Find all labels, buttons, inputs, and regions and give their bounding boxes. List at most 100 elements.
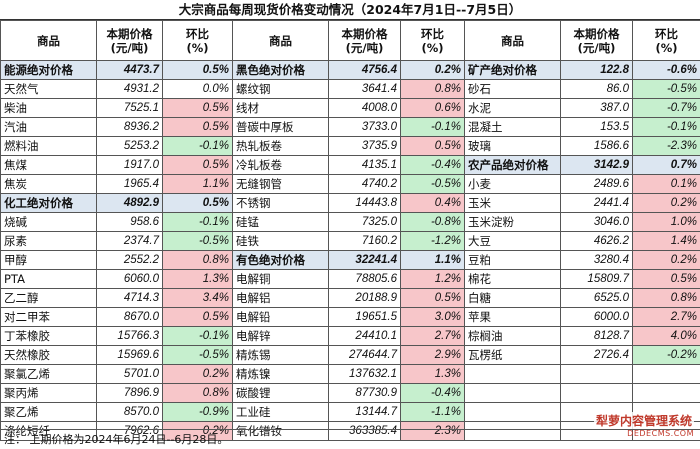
change-percent — [633, 384, 700, 403]
commodity-name: 苹果 — [465, 308, 561, 327]
commodity-name: 乙二醇 — [1, 289, 97, 308]
header-change-line2: (%) — [655, 41, 677, 55]
header-change-line1: 环比 — [186, 27, 209, 41]
change-percent: 0.2% — [163, 365, 233, 384]
price-value: 6525.0 — [561, 289, 633, 308]
change-percent: -0.5% — [401, 175, 465, 194]
change-percent: 0.2% — [401, 61, 465, 80]
commodity-name: 线材 — [233, 99, 329, 118]
change-percent: 1.2% — [401, 270, 465, 289]
header-row: 商品 本期价格(元/吨) 环比(%) 商品 本期价格(元/吨) 环比(%) 商品… — [1, 21, 700, 61]
price-value: 1917.0 — [97, 156, 163, 175]
header-price: 本期价格(元/吨) — [97, 21, 163, 61]
price-value — [561, 384, 633, 403]
watermark-text: 犁萝内容管理系统 — [594, 412, 694, 429]
price-value: 4473.7 — [97, 61, 163, 80]
change-percent: -0.9% — [163, 403, 233, 422]
change-percent: -0.4% — [401, 156, 465, 175]
price-value: 20188.9 — [329, 289, 401, 308]
price-value: 3142.9 — [561, 156, 633, 175]
price-value: 15809.7 — [561, 270, 633, 289]
price-value: 137632.1 — [329, 365, 401, 384]
header-change: 环比(%) — [401, 21, 465, 61]
price-table: 商品 本期价格(元/吨) 环比(%) 商品 本期价格(元/吨) 环比(%) 商品… — [0, 20, 700, 441]
change-percent: 1.3% — [163, 270, 233, 289]
page-title: 大宗商品每周现货价格变动情况（2024年7月1日--7月5日） — [0, 0, 700, 20]
change-percent: 3.0% — [401, 308, 465, 327]
header-commodity: 商品 — [1, 21, 97, 61]
commodity-name: 柴油 — [1, 99, 97, 118]
change-percent: 1.1% — [163, 175, 233, 194]
price-value: 24410.1 — [329, 327, 401, 346]
footnote: 注： 上期价格为2024年6月24日--6月28日。 — [0, 429, 700, 448]
price-value: 1965.4 — [97, 175, 163, 194]
commodity-name: 大豆 — [465, 232, 561, 251]
change-percent: -1.1% — [401, 403, 465, 422]
header-change-line1: 环比 — [421, 27, 444, 41]
commodity-name: 水泥 — [465, 99, 561, 118]
commodity-name: 丁苯橡胶 — [1, 327, 97, 346]
commodity-name: 冷轧板卷 — [233, 156, 329, 175]
commodity-name: 无缝钢管 — [233, 175, 329, 194]
change-percent: 0.7% — [633, 156, 700, 175]
change-percent: 0.5% — [401, 137, 465, 156]
change-percent: -0.1% — [163, 213, 233, 232]
price-value: 5701.0 — [97, 365, 163, 384]
change-percent: -0.6% — [633, 61, 700, 80]
price-value: 4135.1 — [329, 156, 401, 175]
price-value: 5253.2 — [97, 137, 163, 156]
change-percent: -0.5% — [163, 346, 233, 365]
price-value: 8570.0 — [97, 403, 163, 422]
price-value: 2726.4 — [561, 346, 633, 365]
commodity-name: 普碳中厚板 — [233, 118, 329, 137]
commodity-name: 电解锌 — [233, 327, 329, 346]
change-percent: 0.5% — [163, 99, 233, 118]
price-value — [561, 365, 633, 384]
change-percent: 0.5% — [163, 118, 233, 137]
price-value: 1586.6 — [561, 137, 633, 156]
price-value: 8128.7 — [561, 327, 633, 346]
price-value: 78805.6 — [329, 270, 401, 289]
commodity-name: 砂石 — [465, 80, 561, 99]
header-price-line1: 本期价格 — [574, 27, 620, 41]
change-percent: 1.4% — [633, 232, 700, 251]
commodity-name: 聚丙烯 — [1, 384, 97, 403]
price-value: 2441.4 — [561, 194, 633, 213]
price-value: 387.0 — [561, 99, 633, 118]
change-percent: 0.4% — [401, 194, 465, 213]
header-price-line2: (元/吨) — [578, 41, 616, 55]
price-value: 2552.2 — [97, 251, 163, 270]
header-price-line1: 本期价格 — [342, 27, 388, 41]
price-value: 274644.7 — [329, 346, 401, 365]
change-percent: -2.3% — [633, 137, 700, 156]
price-value: 4756.4 — [329, 61, 401, 80]
commodity-name: 燃料油 — [1, 137, 97, 156]
change-percent: 0.5% — [163, 61, 233, 80]
commodity-name — [465, 403, 561, 422]
commodity-name: 棕榈油 — [465, 327, 561, 346]
commodity-name: 精炼锡 — [233, 346, 329, 365]
commodity-name: 尿素 — [1, 232, 97, 251]
change-percent: -0.8% — [401, 213, 465, 232]
price-value: 3733.0 — [329, 118, 401, 137]
header-price: 本期价格(元/吨) — [329, 21, 401, 61]
change-percent: -0.1% — [163, 327, 233, 346]
category-name: 黑色绝对价格 — [233, 61, 329, 80]
price-value: 4740.2 — [329, 175, 401, 194]
change-percent: 0.5% — [163, 194, 233, 213]
change-percent: 2.7% — [401, 327, 465, 346]
commodity-name — [465, 384, 561, 403]
change-percent: 1.0% — [633, 213, 700, 232]
header-change-line2: (%) — [421, 41, 443, 55]
price-value: 7896.9 — [97, 384, 163, 403]
change-percent: 0.5% — [163, 156, 233, 175]
